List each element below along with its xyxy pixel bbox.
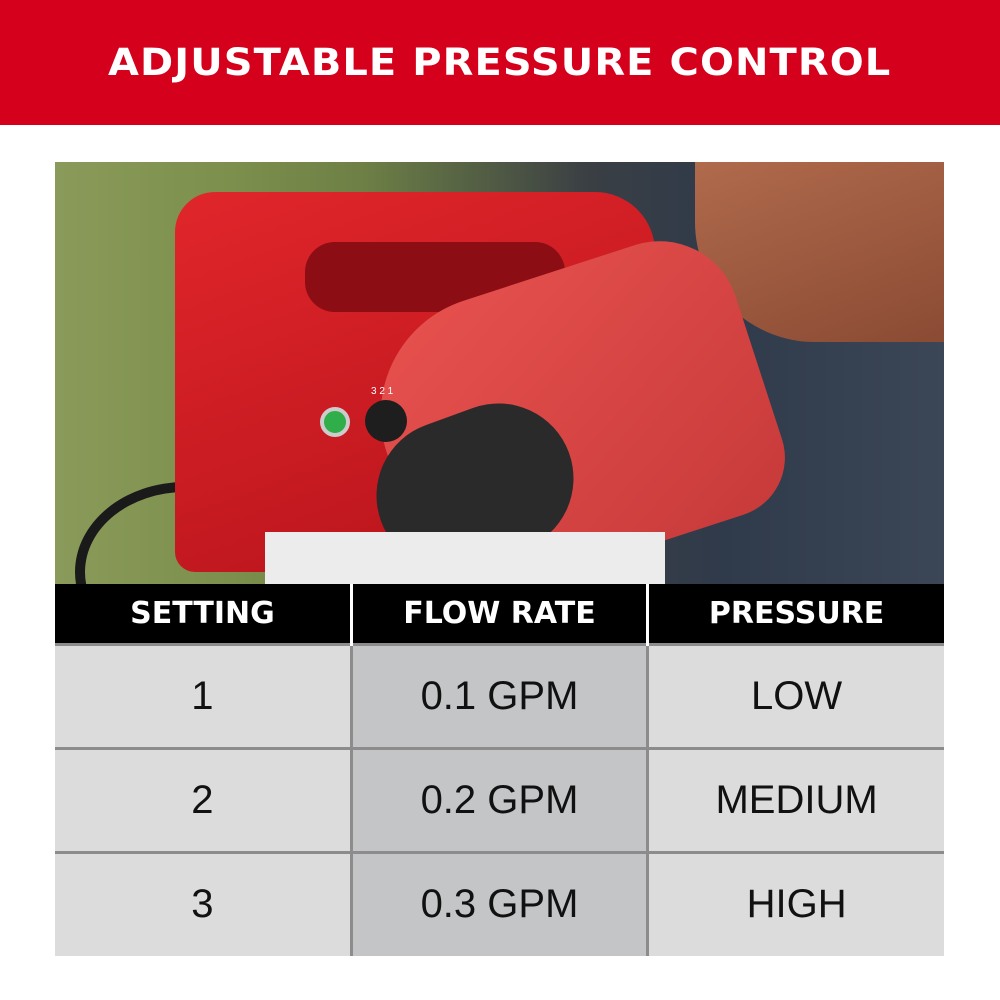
setting-cell: 3 — [55, 850, 353, 956]
pressure-dial: 3 2 1 — [365, 386, 407, 442]
pressure-cell: MEDIUM — [646, 746, 944, 854]
header-pressure: PRESSURE — [646, 584, 944, 644]
table-row: 3 0.3 GPM HIGH — [55, 850, 944, 956]
table-header: SETTING FLOW RATE PRESSURE — [55, 584, 944, 644]
header-flow-rate: FLOW RATE — [349, 584, 648, 644]
setting-cell: 2 — [55, 746, 353, 854]
flow-rate-cell: 0.3 GPM — [349, 850, 650, 956]
setting-cell: 1 — [55, 642, 353, 750]
product-photo: 3 2 1 — [55, 162, 944, 584]
settings-table: SETTING FLOW RATE PRESSURE 1 0.1 GPM LOW… — [55, 584, 944, 956]
pressure-cell: LOW — [646, 642, 944, 750]
dial-numbers: 3 2 1 — [371, 386, 394, 397]
table-row: 1 0.1 GPM LOW — [55, 642, 944, 750]
table-row: 2 0.2 GPM MEDIUM — [55, 746, 944, 854]
tank — [265, 532, 665, 584]
flow-rate-cell: 0.2 GPM — [349, 746, 650, 854]
pressure-cell: HIGH — [646, 850, 944, 956]
page-title: ADJUSTABLE PRESSURE CONTROL — [108, 41, 892, 84]
header-setting: SETTING — [55, 584, 352, 644]
flow-rate-cell: 0.1 GPM — [349, 642, 650, 750]
power-button-icon — [320, 407, 350, 437]
title-banner: ADJUSTABLE PRESSURE CONTROL — [0, 0, 1000, 125]
